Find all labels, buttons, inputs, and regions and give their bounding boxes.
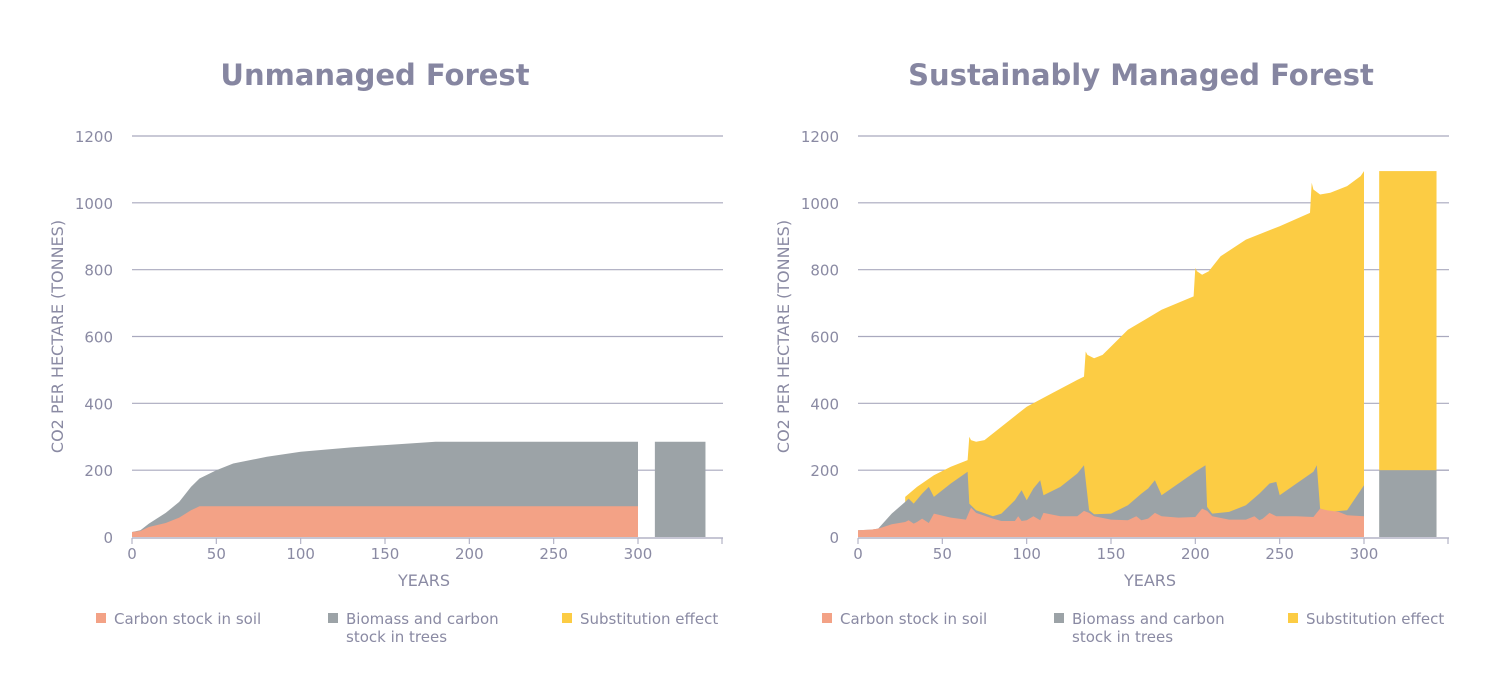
y-tick-label: 800	[84, 262, 113, 280]
final-bar-trees	[654, 441, 706, 537]
legend-swatch	[1288, 613, 1298, 623]
y-tick-label: 0	[829, 529, 839, 547]
legend-swatch	[562, 613, 572, 623]
y-tick-label: 400	[84, 395, 113, 413]
managed-forest-chart: 0 50 100 150 200 250 300 0 200 400 600 800 1000 1200 Y…	[774, 128, 1449, 590]
x-tick-label: 250	[1265, 545, 1294, 563]
legend-label: Carbon stock in soil	[840, 610, 988, 628]
y-tick-label: 0	[103, 529, 113, 547]
chart-title: Sustainably Managed Forest	[908, 58, 1374, 92]
x-tick-label: 100	[286, 545, 315, 563]
final-bar-trees	[1379, 470, 1437, 537]
legend-label: Biomass and carbon stock in trees	[1072, 610, 1225, 646]
x-tick-label: 200	[1181, 545, 1210, 563]
x-tick-label: 250	[539, 545, 568, 563]
y-axis-title: CO2 PER HECTARE (TONNES)	[48, 220, 67, 453]
x-tick-label: 50	[207, 545, 226, 563]
legend-label: Carbon stock in soil	[114, 610, 262, 628]
y-tick-label: 800	[810, 262, 839, 280]
legend-label: Substitution effect	[580, 610, 719, 628]
legend-swatch	[328, 613, 338, 623]
final-bar-substitution	[1379, 171, 1437, 471]
legend-label: Biomass and carbon stock in trees	[346, 610, 499, 646]
y-tick-label: 200	[810, 462, 839, 480]
legend-item-soil: Carbon stock in soil	[96, 610, 261, 628]
area-soil	[858, 507, 1364, 537]
legend-item-substitution: Substitution effect	[1288, 610, 1444, 628]
area-soil	[132, 506, 638, 537]
x-axis-title: YEARS	[397, 571, 450, 590]
legend-item-soil: Carbon stock in soil	[822, 610, 987, 628]
y-tick-label: 1200	[75, 128, 113, 146]
x-tick-label: 200	[455, 545, 484, 563]
x-tick-label: 300	[1350, 545, 1379, 563]
y-tick-label: 1000	[801, 195, 839, 213]
y-tick-label: 600	[84, 329, 113, 347]
x-tick-label: 0	[127, 545, 137, 563]
area-substitution	[905, 171, 1364, 537]
legend-swatch	[1054, 613, 1064, 623]
x-tick-label: 150	[371, 545, 400, 563]
x-axis-title: YEARS	[1123, 571, 1176, 590]
legend-label: Substitution effect	[1306, 610, 1445, 628]
unmanaged-forest-chart: 0 50 100 150 200 250 300 0 200 400 600 800 1000 1200 Y…	[48, 128, 723, 590]
legend-item-trees: Biomass and carbon stock in trees	[1054, 610, 1225, 646]
x-tick-label: 150	[1097, 545, 1126, 563]
x-tick-label: 300	[624, 545, 653, 563]
y-tick-label: 1200	[801, 128, 839, 146]
y-tick-label: 600	[810, 329, 839, 347]
legend-item-trees: Biomass and carbon stock in trees	[328, 610, 499, 646]
y-tick-label: 400	[810, 395, 839, 413]
y-tick-label: 1000	[75, 195, 113, 213]
x-tick-label: 100	[1012, 545, 1041, 563]
y-tick-label: 200	[84, 462, 113, 480]
legend-item-substitution: Substitution effect	[562, 610, 718, 628]
legend-swatch	[96, 613, 106, 623]
managed-forest-panel: Sustainably Managed Forest 0 50 100 150 200 2…	[726, 0, 1476, 700]
legend-swatch	[822, 613, 832, 623]
chart-title: Unmanaged Forest	[220, 58, 530, 92]
y-axis-title: CO2 PER HECTARE (TONNES)	[774, 220, 793, 453]
x-tick-label: 0	[853, 545, 863, 563]
unmanaged-forest-panel: Unmanaged Forest 0 50 100 150 200 250 300 0 200 4…	[48, 58, 723, 646]
x-tick-label: 50	[933, 545, 952, 563]
